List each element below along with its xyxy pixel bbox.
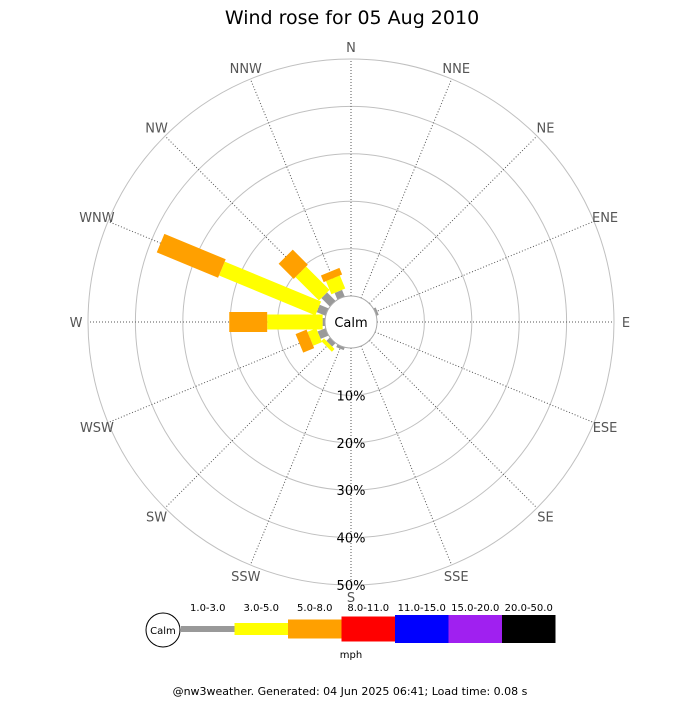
bar-w-bin-1 — [322, 318, 326, 326]
legend-swatch-4 — [341, 616, 395, 642]
direction-label-w: W — [70, 316, 83, 331]
direction-label-sse: SSE — [444, 570, 469, 585]
radial-tick-label: 30% — [337, 484, 366, 499]
spoke-sw — [164, 340, 333, 509]
legend-calm-circle — [145, 612, 181, 648]
bar-nnw-bin-3 — [320, 267, 343, 283]
bar-nw-bin-2 — [295, 266, 330, 301]
bar-wnw-bin-3 — [156, 233, 226, 278]
calm-label: Calm — [334, 316, 367, 331]
legend-swatch-6 — [448, 615, 502, 643]
direction-label-ene: ENE — [592, 211, 618, 226]
radial-tick-labels: 10% 20% 30% 40% 50% — [337, 389, 366, 594]
direction-label-wnw: WNW — [79, 211, 115, 226]
grid-circle — [182, 153, 520, 491]
legend-bins: 1.0-3.0 3.0-5.0 5.0-8.0 8.0-11.0 11.0-15.0 15… — [181, 603, 556, 643]
direction-label-n: N — [346, 41, 356, 56]
legend-bin-label: 1.0-3.0 — [190, 603, 225, 614]
bar-wnw-bin-2 — [219, 261, 322, 316]
legend-bin-label: 3.0-5.0 — [244, 603, 279, 614]
legend-bin-label: 5.0-8.0 — [297, 603, 332, 614]
spoke-se — [369, 340, 538, 509]
direction-label-sw: SW — [146, 510, 167, 525]
spoke-ene — [374, 220, 595, 313]
legend-bin-label: 20.0-50.0 — [505, 603, 553, 614]
bar-ssw-bin-1 — [336, 344, 345, 351]
direction-label-wsw: WSW — [80, 421, 114, 436]
bar-ene-bin-1 — [373, 307, 379, 316]
legend-bin-label: 8.0-11.0 — [347, 603, 389, 614]
direction-label-ese: ESE — [593, 421, 618, 436]
direction-label-s: S — [347, 591, 355, 606]
spoke-sse — [360, 345, 453, 566]
legend-swatch-3 — [288, 619, 342, 639]
bar-nnw-bin-2 — [325, 275, 346, 295]
bar-wsw-bin-3 — [295, 329, 315, 353]
bar-sw-bin-2 — [321, 338, 335, 352]
direction-label-e: E — [622, 316, 630, 331]
legend-swatch-1 — [181, 626, 235, 632]
spoke-ssw — [249, 345, 342, 566]
calm-center: Calm — [324, 295, 378, 349]
footer-text: @nw3weather. Generated: 04 Jun 2025 06:4… — [173, 685, 528, 698]
radial-tick-label: 20% — [337, 437, 366, 452]
legend-bin-label: 11.0-15.0 — [398, 603, 446, 614]
direction-label-nw: NW — [145, 122, 168, 137]
grid-circle — [87, 58, 615, 586]
bar-nw-bin-3 — [278, 249, 308, 279]
bar-w-bin-3 — [229, 312, 268, 332]
rose-bars — [156, 233, 379, 353]
legend-swatch-2 — [234, 623, 288, 635]
direction-label-ssw: SSW — [231, 570, 261, 585]
spoke-nnw — [249, 78, 342, 299]
radial-tick-label: 50% — [337, 579, 366, 594]
direction-labels: N NNE NE ENE E ESE SE SSE S SSW SW WSW W WNW NW NNW — [70, 41, 631, 606]
bar-wsw-bin-2 — [307, 328, 322, 346]
legend-swatch-7 — [502, 615, 556, 643]
radial-tick-label: 10% — [337, 389, 366, 404]
direction-label-nnw: NNW — [230, 62, 262, 77]
direction-label-nne: NNE — [442, 62, 470, 77]
legend: Calm 1.0-3.0 3.0-5.0 5.0-8.0 8.0-11.0 11.0-1… — [145, 603, 556, 661]
legend-swatch-5 — [395, 615, 449, 643]
legend-calm-label: Calm — [150, 626, 176, 637]
spoke-nne — [360, 78, 453, 299]
calm-circle — [324, 295, 378, 349]
spoke-ne — [369, 135, 538, 304]
radial-tick-label: 40% — [337, 532, 366, 547]
chart-title: Wind rose for 05 Aug 2010 — [225, 7, 479, 29]
spoke-wsw — [107, 331, 328, 424]
bar-nw-bin-1 — [321, 292, 336, 307]
bar-sw-bin-1 — [326, 337, 336, 347]
direction-label-ne: NE — [536, 122, 554, 137]
direction-label-se: SE — [537, 510, 553, 525]
legend-unit-label: mph — [340, 650, 362, 661]
bar-w-bin-2 — [267, 314, 323, 330]
bar-wsw-bin-1 — [317, 328, 329, 339]
spoke-ese — [374, 331, 595, 424]
legend-bin-label: 15.0-20.0 — [451, 603, 499, 614]
bar-wnw-bin-1 — [316, 304, 329, 316]
